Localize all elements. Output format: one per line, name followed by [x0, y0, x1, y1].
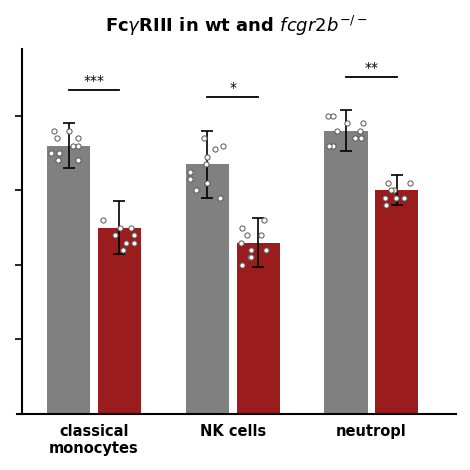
- Point: [258, 231, 265, 239]
- Point: [392, 194, 400, 202]
- Point: [247, 246, 255, 254]
- Point: [357, 134, 365, 142]
- Point: [99, 216, 106, 224]
- Point: [329, 142, 337, 149]
- Point: [325, 112, 332, 119]
- Point: [212, 146, 219, 153]
- Point: [74, 134, 81, 142]
- Point: [357, 127, 364, 134]
- Text: **: **: [364, 61, 378, 75]
- Point: [219, 142, 227, 149]
- Point: [117, 224, 124, 231]
- Point: [400, 194, 407, 202]
- Point: [344, 119, 351, 127]
- Point: [203, 179, 211, 187]
- Point: [54, 157, 62, 164]
- Point: [130, 231, 137, 239]
- Point: [192, 187, 199, 194]
- Point: [130, 239, 138, 246]
- Point: [238, 261, 245, 269]
- Point: [238, 224, 246, 231]
- Point: [216, 194, 224, 202]
- Bar: [47, 146, 90, 414]
- Point: [390, 187, 398, 194]
- Title: Fc$\gamma$RIII in wt and $\mathit{fcgr2b}^{-/-}$: Fc$\gamma$RIII in wt and $\mathit{fcgr2b…: [105, 14, 368, 38]
- Bar: [375, 190, 418, 414]
- Point: [244, 231, 251, 239]
- Point: [260, 216, 268, 224]
- Point: [383, 202, 390, 209]
- Point: [50, 127, 57, 134]
- Point: [359, 119, 366, 127]
- Point: [65, 127, 72, 134]
- Point: [381, 194, 389, 202]
- Point: [75, 157, 82, 164]
- Point: [186, 168, 193, 175]
- Text: ***: ***: [84, 74, 104, 88]
- Point: [55, 149, 63, 157]
- Point: [123, 239, 130, 246]
- Point: [111, 231, 119, 239]
- Point: [329, 112, 337, 119]
- Bar: [98, 227, 141, 414]
- Text: *: *: [229, 81, 236, 95]
- Point: [186, 175, 194, 183]
- Point: [53, 134, 60, 142]
- Point: [74, 142, 82, 149]
- Point: [203, 153, 211, 161]
- Point: [387, 187, 395, 194]
- Point: [202, 160, 210, 168]
- Point: [334, 127, 341, 134]
- Point: [325, 142, 333, 149]
- Point: [119, 246, 126, 254]
- Point: [262, 246, 270, 254]
- Point: [70, 142, 77, 149]
- Point: [247, 254, 255, 261]
- Point: [385, 179, 392, 187]
- Bar: [324, 131, 368, 414]
- Bar: [236, 243, 280, 414]
- Point: [127, 224, 135, 231]
- Point: [237, 239, 244, 246]
- Point: [247, 254, 254, 261]
- Point: [351, 134, 359, 142]
- Point: [47, 149, 55, 157]
- Point: [201, 134, 208, 142]
- Bar: [186, 164, 229, 414]
- Point: [406, 179, 414, 187]
